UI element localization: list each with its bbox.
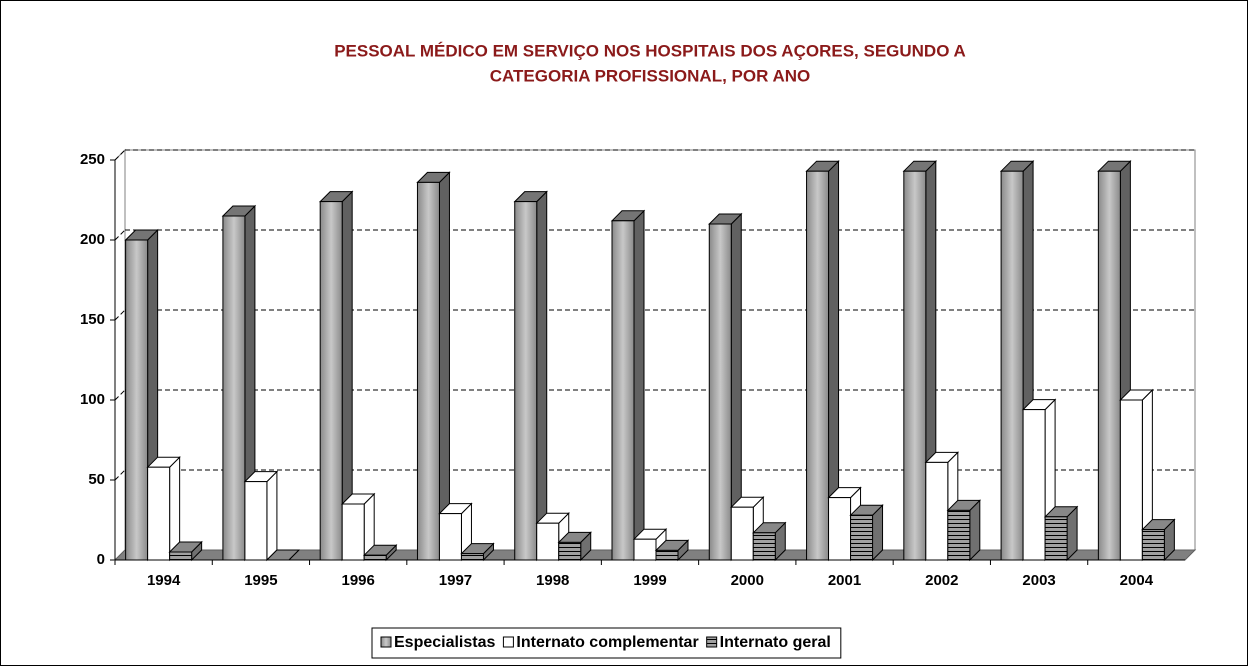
bar xyxy=(1044,516,1068,561)
x-tick-label: 1994 xyxy=(147,572,181,589)
chart-title: CATEGORIA PROFISSIONAL, POR ANO xyxy=(490,66,811,85)
bar xyxy=(536,522,560,561)
bar-side xyxy=(633,209,645,562)
x-tick-label: 2000 xyxy=(731,572,764,589)
bar xyxy=(222,215,246,561)
legend-swatch xyxy=(502,636,514,648)
grid-line xyxy=(114,469,126,481)
x-tick-label: 2001 xyxy=(828,572,861,589)
bar xyxy=(828,497,852,561)
legend-label: Especialistas xyxy=(394,634,496,651)
grid-line xyxy=(114,389,126,401)
bar xyxy=(147,466,171,561)
x-tick-label: 2002 xyxy=(925,572,958,589)
bar-top xyxy=(265,549,301,561)
y-tick-label: 250 xyxy=(80,151,105,168)
bar xyxy=(947,509,971,561)
x-tick-label: 1998 xyxy=(536,572,569,589)
bar xyxy=(416,181,440,561)
bar xyxy=(169,551,193,561)
x-tick-label: 2004 xyxy=(1120,572,1154,589)
bar xyxy=(633,538,657,561)
bar xyxy=(514,201,538,561)
grid-line xyxy=(114,229,126,241)
legend-box xyxy=(371,627,842,659)
bar xyxy=(903,170,927,561)
bar xyxy=(125,239,149,561)
bar xyxy=(730,506,754,561)
grid-line xyxy=(114,149,126,161)
y-tick-label: 100 xyxy=(80,391,105,408)
grid-line xyxy=(114,309,126,321)
legend-label: Internato complementar xyxy=(516,634,698,651)
x-tick-label: 1995 xyxy=(244,572,277,589)
x-tick-label: 2003 xyxy=(1022,572,1055,589)
x-tick-label: 1999 xyxy=(633,572,666,589)
bar xyxy=(708,223,732,561)
bar xyxy=(341,503,365,561)
bar xyxy=(460,553,484,561)
y-tick-label: 150 xyxy=(80,311,105,328)
x-tick-label: 1997 xyxy=(439,572,472,589)
bar xyxy=(1000,170,1024,561)
bar xyxy=(806,170,830,561)
bar xyxy=(319,201,343,561)
bar xyxy=(438,513,462,561)
legend-swatch xyxy=(706,636,718,648)
bar xyxy=(363,554,387,561)
x-tick-label: 1996 xyxy=(341,572,374,589)
bar xyxy=(850,514,874,561)
bar xyxy=(244,481,268,561)
y-tick-label: 0 xyxy=(97,551,105,568)
bar xyxy=(1141,529,1165,561)
bar xyxy=(558,541,582,561)
bar-side xyxy=(266,470,278,562)
bar xyxy=(611,220,635,561)
y-tick-label: 50 xyxy=(88,471,105,488)
bar xyxy=(1119,399,1143,561)
bar-side xyxy=(536,190,548,562)
bar xyxy=(1097,170,1121,561)
bar xyxy=(752,532,776,561)
bar xyxy=(1022,409,1046,561)
bar xyxy=(925,461,949,561)
bar-side xyxy=(438,171,450,562)
legend-label: Internato geral xyxy=(720,634,831,651)
legend-swatch xyxy=(380,636,392,648)
bar xyxy=(655,549,679,561)
chart-title: PESSOAL MÉDICO EM SERVIÇO NOS HOSPITAIS … xyxy=(334,41,966,60)
y-tick-label: 200 xyxy=(80,231,105,248)
side-wall xyxy=(114,148,126,562)
